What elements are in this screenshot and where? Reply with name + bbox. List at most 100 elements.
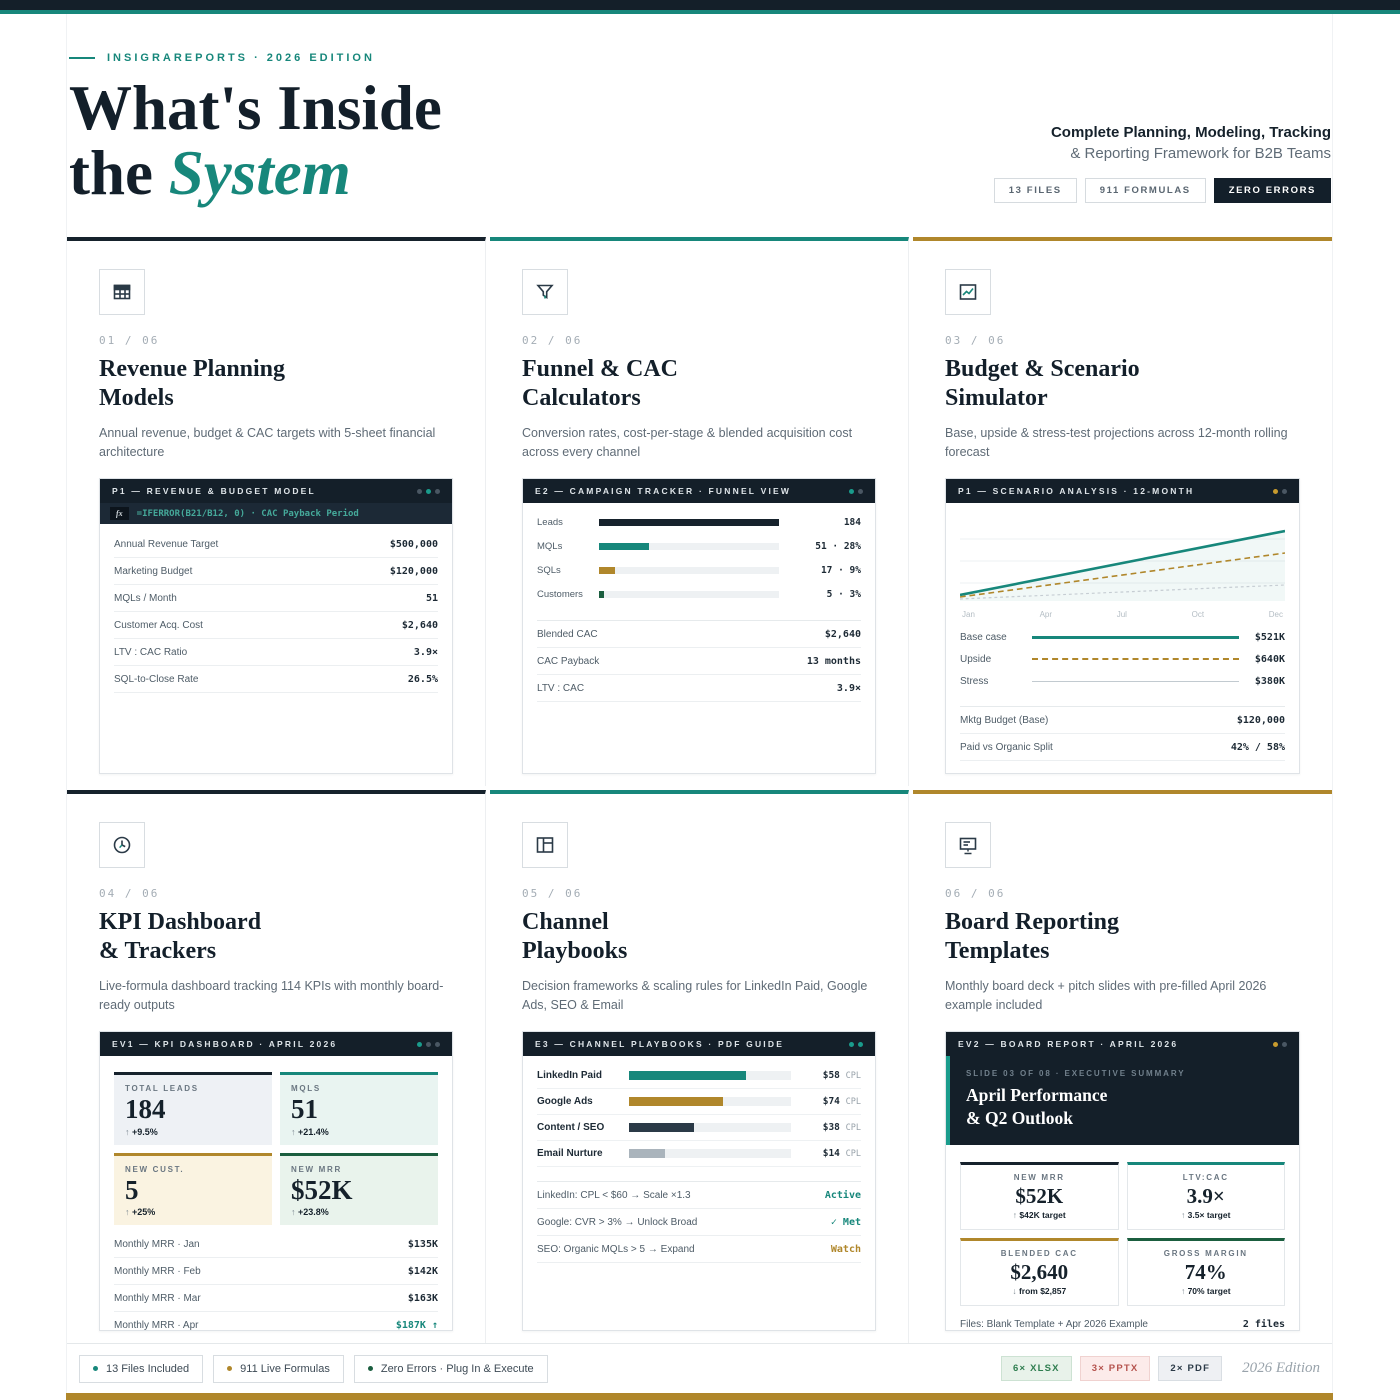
mini-window-board-report: EV2 — BOARD REPORT · APRIL 2026 SLIDE 03…: [945, 1031, 1300, 1332]
window-dot: [417, 488, 422, 494]
card-description: Conversion rates, cost-per-stage & blend…: [522, 425, 853, 459]
header-badges: 13 FILES 911 FORMULAS ZERO ERRORS: [993, 178, 1331, 203]
funnel-bar-row: Leads 184: [537, 516, 861, 528]
kpi-tile-new-mrr: NEW MRR $52K ↑ +23.8%: [280, 1152, 438, 1226]
card-revenue-planning-models: 01 / 06 Revenue Planning Models Annual re…: [67, 237, 486, 786]
table-row: CAC Payback 13 months: [537, 648, 861, 676]
badge-zero-errors: ZERO ERRORS: [1213, 178, 1331, 203]
rule-status: ✓ Met: [830, 1216, 861, 1228]
bar-track: [629, 1123, 791, 1133]
eyebrow-row: INSIGRAREPORTS · 2026 EDITION: [69, 52, 442, 64]
table-row: Files: Blank Template + Apr 2026 Example…: [960, 1312, 1285, 1330]
funnel-bar-row: MQLs 51 · 28%: [537, 540, 861, 552]
window-dot: [849, 1041, 854, 1047]
window-titlebar: P1 — REVENUE & BUDGET MODEL: [100, 479, 452, 504]
board-slide-panel: SLIDE 03 OF 08 · EXECUTIVE SUMMARY April…: [946, 1056, 1299, 1145]
bar-track: [629, 1071, 791, 1081]
card-description: Decision frameworks & scaling rules for …: [522, 978, 868, 1012]
window-titlebar: EV1 — KPI DASHBOARD · APRIL 2026: [100, 1032, 452, 1057]
table-row: Monthly MRR · Mar $163K: [114, 1285, 438, 1313]
up-arrow-icon: ↑: [291, 1126, 296, 1137]
up-arrow-icon: ↑: [1181, 1209, 1186, 1220]
clock-icon: [99, 822, 145, 868]
legend-swatch-gold: [1032, 658, 1239, 661]
page-title-accent: System: [168, 137, 351, 208]
badge-xlsx: 6× XLSX: [1001, 1356, 1072, 1381]
mini-window-campaign-tracker: E2 — CAMPAIGN TRACKER · FUNNEL VIEW Lead…: [522, 478, 876, 775]
card-description: Live-formula dashboard tracking 114 KPIs…: [99, 978, 444, 1012]
kpi-tile-mqls: MQLS 51 ↑ +21.4%: [280, 1072, 438, 1145]
window-dots: [1269, 1041, 1287, 1047]
gold-dot-icon: [227, 1366, 233, 1371]
green-dot-icon: [367, 1366, 373, 1371]
card-description: Base, upside & stress-test projections a…: [945, 425, 1288, 459]
slide-title: April Performance & Q2 Outlook: [966, 1085, 1108, 1129]
card-index: 05 / 06: [522, 887, 583, 900]
header-right: Complete Planning, Modeling, Tracking & …: [993, 124, 1332, 203]
board-tile-gross-margin: GROSS MARGIN 74% ↑ 70% target: [1126, 1237, 1285, 1306]
bar-track: [599, 518, 779, 526]
card-title: Funnel & CAC Calculators: [522, 356, 679, 412]
card-index: 02 / 06: [522, 334, 583, 347]
scenario-line-chart: Jan Apr Jul Oct Dec: [946, 503, 1299, 619]
channel-bar-row: Google Ads $74 CPL: [537, 1089, 861, 1116]
window-dot: [1282, 488, 1287, 494]
top-navy-bar: [0, 0, 1400, 10]
layout-columns-icon: [522, 822, 568, 868]
card-title: KPI Dashboard & Trackers: [99, 909, 262, 965]
kpi-tile-new-cust: NEW CUST. 5 ↑ +25%: [114, 1152, 272, 1226]
window-title: P1 — SCENARIO ANALYSIS · 12-MONTH: [958, 486, 1195, 497]
header-left: INSIGRAREPORTS · 2026 EDITION What's Ins…: [69, 52, 442, 206]
table-row: MQLs / Month 51: [114, 585, 438, 613]
cards-grid: 01 / 06 Revenue Planning Models Annual re…: [67, 237, 1332, 1343]
table-row: Blended CAC $2,640: [537, 621, 861, 649]
card-title: Channel Playbooks: [522, 909, 628, 965]
window-dot: [858, 488, 863, 494]
bar-track: [629, 1097, 791, 1107]
window-dot: [858, 1041, 863, 1047]
window-dots: [1269, 488, 1287, 494]
mini-window-kpi-dashboard: EV1 — KPI DASHBOARD · APRIL 2026 TOTAL L…: [99, 1031, 453, 1332]
up-arrow-icon: ↑: [291, 1207, 296, 1218]
bar-track: [629, 1149, 791, 1159]
channel-bar-row: Email Nurture $14 CPL: [537, 1141, 861, 1168]
slide-eyebrow: SLIDE 03 OF 08 · EXECUTIVE SUMMARY: [966, 1069, 1186, 1079]
presentation-icon: [945, 822, 991, 868]
divider: [960, 706, 1285, 708]
eyebrow-dash: [69, 57, 95, 59]
window-dots: [413, 1041, 440, 1047]
table-row: Customer Acq. Cost $2,640: [114, 612, 438, 640]
table-row: Monthly MRR · Apr $187K ↑: [114, 1312, 438, 1330]
window-titlebar: EV2 — BOARD REPORT · APRIL 2026: [946, 1032, 1299, 1057]
card-index: 03 / 06: [945, 334, 1006, 347]
bar-fill: [599, 542, 650, 550]
footer-pills: 13 Files Included 911 Live Formulas Zero…: [79, 1354, 548, 1383]
window-body: NEW MRR $52K ↑ $42K target LTV:CAC 3.9× ↑ 3.…: [946, 1145, 1299, 1330]
window-title: E2 — CAMPAIGN TRACKER · FUNNEL VIEW: [535, 486, 792, 497]
board-tile-grid: NEW MRR $52K ↑ $42K target LTV:CAC 3.9× ↑ 3.…: [960, 1161, 1285, 1306]
window-title: EV1 — KPI DASHBOARD · APRIL 2026: [112, 1039, 338, 1050]
divider: [537, 620, 861, 622]
window-dot: [426, 1041, 431, 1047]
card-title: Revenue Planning Models: [99, 356, 286, 412]
formula-bar: fx =IFERROR(B21/B12, 0) · CAC Payback Pe…: [100, 503, 452, 525]
window-dot: [1273, 1041, 1278, 1047]
legend-row: Stress $380K: [960, 675, 1285, 687]
badge-pdf: 2× PDF: [1158, 1356, 1223, 1381]
table-row: Monthly MRR · Feb $142K: [114, 1258, 438, 1286]
window-dots: [413, 488, 440, 494]
bar-track: [599, 590, 779, 598]
badge-formulas: 911 FORMULAS: [1084, 178, 1206, 203]
pill-zero-errors: Zero Errors · Plug In & Execute: [353, 1354, 548, 1383]
board-tile-ltv-cac: LTV:CAC 3.9× ↑ 3.5× target: [1126, 1161, 1285, 1230]
window-title: EV2 — BOARD REPORT · APRIL 2026: [958, 1039, 1179, 1050]
content-frame: INSIGRAREPORTS · 2026 EDITION What's Ins…: [66, 14, 1333, 1393]
funnel-bar-row: SQLs 17 · 9%: [537, 564, 861, 576]
bar-fill: [599, 518, 779, 526]
footer-filetypes: 6× XLSX 3× PPTX 2× PDF 2026 Edition: [1001, 1356, 1320, 1381]
window-body: Leads 184 MQLs 51 · 28% SQLs 17 · 9% Custom…: [523, 503, 875, 703]
board-tile-new-mrr: NEW MRR $52K ↑ $42K target: [960, 1161, 1119, 1230]
teal-dot-icon: [93, 1366, 98, 1371]
card-budget-scenario-simulator: 03 / 06 Budget & Scenario Simulator Base,…: [913, 237, 1332, 786]
